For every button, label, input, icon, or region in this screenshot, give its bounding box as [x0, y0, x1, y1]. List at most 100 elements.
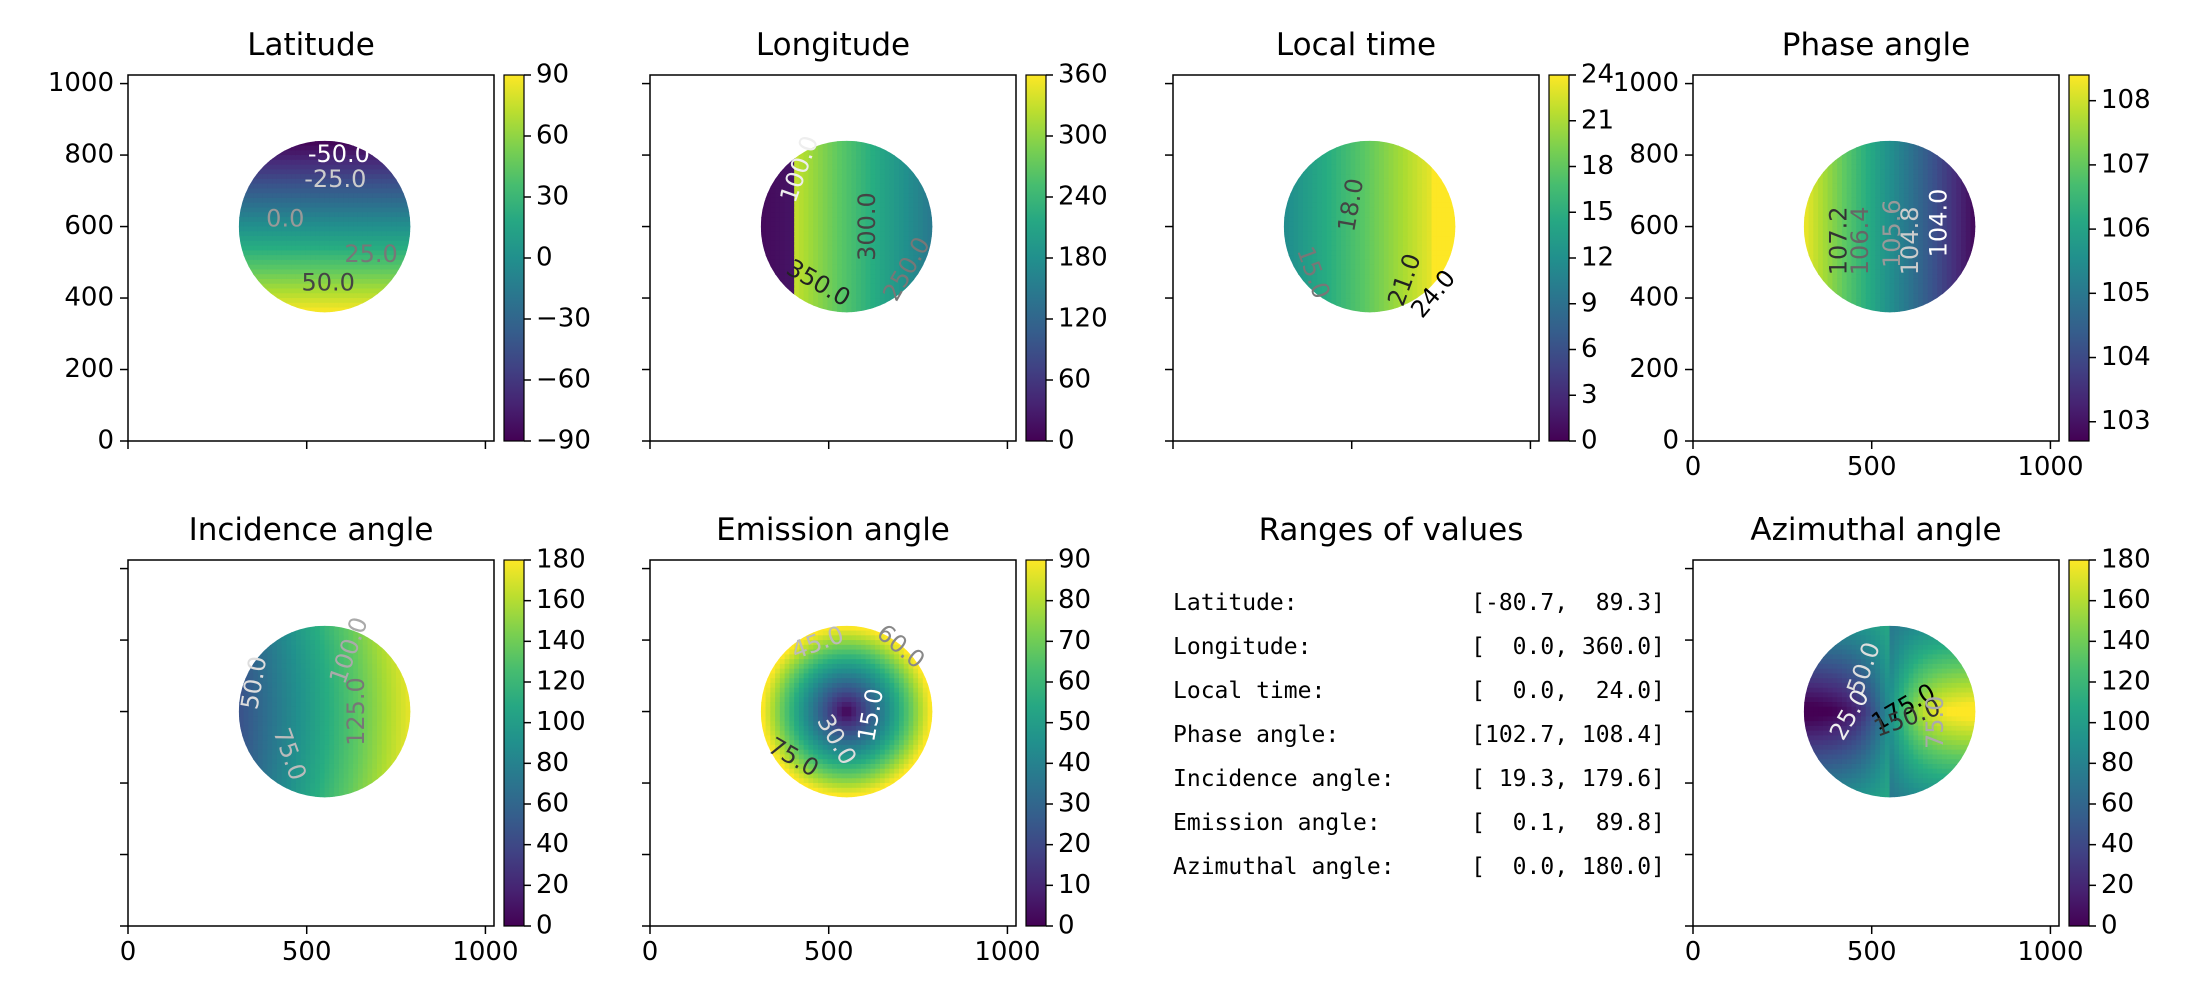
disk-image — [1803, 140, 1976, 313]
panel-title: Azimuthal angle — [1750, 512, 2001, 548]
range-label: Local time: — [1173, 678, 1325, 704]
colorbar-tick-label: 300 — [1058, 121, 1108, 151]
disk-image — [238, 625, 411, 798]
x-tick-label: 0 — [1685, 937, 1702, 967]
colorbar-tick-label: 9 — [1581, 288, 1598, 318]
contour-label: 25.0 — [344, 240, 397, 268]
y-tick-label: 400 — [64, 283, 114, 313]
colorbar-tick-label: 90 — [536, 60, 569, 90]
colorbar-tick-label: 140 — [536, 626, 586, 656]
colorbar-tick-label: 20 — [2101, 870, 2134, 900]
panel-title: Ranges of values — [1259, 512, 1524, 548]
colorbar-tick-label: 18 — [1581, 151, 1614, 181]
panel-title: Emission angle — [716, 512, 950, 548]
range-label: Latitude: — [1173, 590, 1298, 616]
range-value: [ 0.0, 24.0] — [1471, 678, 1665, 704]
y-tick-label: 200 — [1629, 354, 1679, 384]
colorbar-tick-label: 108 — [2101, 85, 2151, 115]
range-label: Phase angle: — [1173, 722, 1339, 748]
colorbar-tick-label: 60 — [536, 789, 569, 819]
y-tick-label: 600 — [64, 211, 114, 241]
panel-title: Latitude — [247, 27, 375, 63]
contour-label: 125.0 — [342, 677, 370, 746]
colorbar-tick-label: 180 — [2101, 545, 2151, 575]
colorbar-tick-label: 10 — [1058, 870, 1091, 900]
range-value: [102.7, 108.4] — [1471, 722, 1665, 748]
disk-image — [1803, 625, 1976, 798]
colorbar-tick-label: 160 — [2101, 585, 2151, 615]
colorbar-tick-label: 240 — [1058, 182, 1108, 212]
colorbar-tick-label: 50 — [1058, 707, 1091, 737]
colorbar-tick-label: 106 — [2101, 214, 2151, 244]
y-tick-label: 0 — [1662, 426, 1679, 456]
colorbar — [2068, 74, 2090, 442]
colorbar-tick-label: 0 — [536, 243, 553, 273]
contour-label: 104.0 — [1925, 189, 1953, 258]
colorbar — [1025, 559, 1047, 927]
x-tick-label: 0 — [120, 937, 137, 967]
colorbar-tick-label: 0 — [1581, 426, 1598, 456]
colorbar-tick-label: 100 — [536, 707, 586, 737]
panel-title: Incidence angle — [189, 512, 434, 548]
colorbar-tick-label: 0 — [2101, 911, 2118, 941]
colorbar-tick-label: 30 — [1058, 789, 1091, 819]
axes-frame — [1692, 74, 2060, 442]
x-tick-label: 0 — [1685, 452, 1702, 482]
panel-title: Local time — [1276, 27, 1436, 63]
x-tick-label: 1000 — [974, 937, 1040, 967]
disk-image — [760, 140, 933, 313]
colorbar-tick-label: 120 — [2101, 667, 2151, 697]
contour-label: 75.0 — [1921, 696, 1949, 749]
x-tick-label: 1000 — [452, 937, 518, 967]
colorbar-tick-label: 90 — [1058, 545, 1091, 575]
y-tick-label: 800 — [64, 140, 114, 170]
colorbar-tick-label: 6 — [1581, 334, 1598, 364]
colorbar-tick-label: 103 — [2101, 406, 2151, 436]
contour-label: 300.0 — [853, 192, 881, 261]
y-tick-label: 800 — [1629, 140, 1679, 170]
x-tick-label: 500 — [1847, 452, 1897, 482]
colorbar-tick-label: 0 — [1058, 911, 1075, 941]
colorbar-tick-label: 12 — [1581, 243, 1614, 273]
colorbar-tick-label: 120 — [536, 667, 586, 697]
colorbar-tick-label: 60 — [536, 121, 569, 151]
y-tick-label: 600 — [1629, 211, 1679, 241]
y-tick-label: 200 — [64, 354, 114, 384]
range-label: Longitude: — [1173, 634, 1311, 660]
range-label: Emission angle: — [1173, 810, 1381, 836]
colorbar — [503, 74, 525, 442]
y-tick-label: 0 — [97, 426, 114, 456]
colorbar-tick-label: 180 — [536, 545, 586, 575]
contour-label: -25.0 — [304, 165, 366, 193]
y-tick-label: 1000 — [1613, 68, 1679, 98]
disk-image — [760, 625, 933, 798]
colorbar-tick-label: 360 — [1058, 60, 1108, 90]
disk-image — [1283, 140, 1456, 313]
colorbar-tick-label: 60 — [1058, 667, 1091, 697]
panel-1: Longitude100.0300.0250.0350.036030024018… — [642, 27, 1108, 456]
colorbar — [2068, 559, 2090, 927]
colorbar-tick-label: 3 — [1581, 380, 1598, 410]
colorbar-tick-label: 107 — [2101, 149, 2151, 179]
colorbar-tick-label: 60 — [2101, 789, 2134, 819]
axes-frame — [1172, 74, 1540, 442]
colorbar — [503, 559, 525, 927]
x-tick-label: 500 — [804, 937, 854, 967]
colorbar-tick-label: 80 — [536, 748, 569, 778]
colorbar-tick-label: 30 — [536, 182, 569, 212]
x-tick-label: 1000 — [2017, 452, 2083, 482]
range-label: Azimuthal angle: — [1173, 854, 1395, 880]
range-label: Incidence angle: — [1173, 766, 1395, 792]
colorbar-tick-label: 160 — [536, 585, 586, 615]
panel-title: Longitude — [756, 27, 910, 63]
colorbar-tick-label: 120 — [1058, 304, 1108, 334]
axes-frame — [649, 559, 1017, 927]
contour-label: 106.4 — [1846, 206, 1874, 275]
range-value: [-80.7, 89.3] — [1471, 590, 1665, 616]
y-tick-label: 1000 — [48, 68, 114, 98]
colorbar — [1548, 74, 1570, 442]
contour-label: 0.0 — [266, 204, 304, 232]
